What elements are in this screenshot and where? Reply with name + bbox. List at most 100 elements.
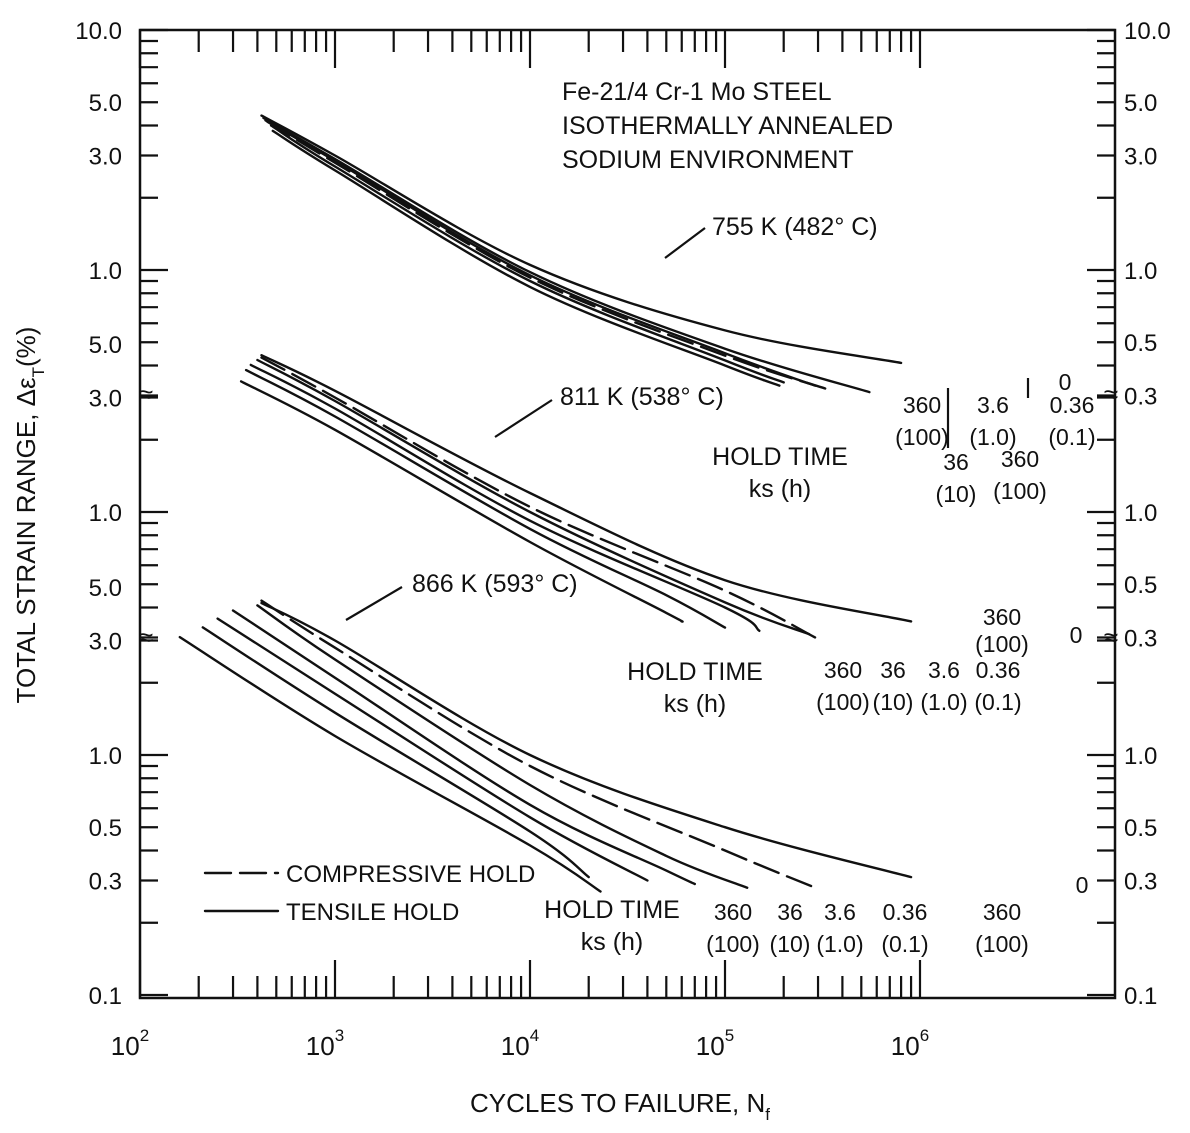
hold-label-value: 360: [824, 657, 862, 683]
axis-break-left: ≈: [139, 622, 153, 652]
y-tick-label-right: 0.5: [1124, 572, 1157, 599]
hold-label-hours: (100): [706, 931, 760, 957]
series-line: [260, 114, 903, 365]
y-tick-label-right: 10.0: [1124, 18, 1171, 45]
axis-ticks: [138, 28, 1115, 998]
temperature-leader: [664, 227, 706, 259]
x-tick-label: 106: [891, 1026, 929, 1061]
hold-label-value: 3.6: [928, 657, 960, 683]
hold-time-title: HOLD TIME: [627, 658, 763, 686]
y-tick-label-left: 3.0: [89, 628, 122, 655]
x-tick-label: 104: [501, 1026, 539, 1061]
y-tick-label-right: 1.0: [1124, 743, 1157, 770]
hold-label-hours: (1.0): [920, 689, 967, 715]
series-line: [271, 129, 781, 387]
y-tick-label-right: 0.5: [1124, 330, 1157, 357]
chart-title: Fe-21/4 Cr-1 Mo STEEL: [562, 78, 832, 106]
hold-label-hours: (0.1): [881, 931, 928, 957]
temperature-label: 866 K (593° C): [412, 570, 578, 598]
series-line: [260, 356, 817, 639]
hold-label-value: 0.36: [1050, 392, 1095, 418]
temperature-leader: [494, 399, 553, 438]
hold-label-value: 0.36: [883, 899, 928, 925]
axis-break-left: ≈: [139, 379, 153, 409]
series-line: [231, 609, 696, 886]
hold-label-value: 0: [1070, 622, 1083, 648]
hold-label-hours: (10): [873, 689, 914, 715]
plot-frame: [138, 28, 1117, 1000]
hold-time-unit: ks (h): [749, 475, 812, 503]
hold-label-hours: (0.1): [974, 689, 1021, 715]
y-tick-label-right: 0.3: [1124, 868, 1157, 895]
y-tick-label-left: 3.0: [89, 385, 122, 412]
y-axis-title: TOTAL STRAIN RANGE, ΔεT(%): [11, 327, 48, 704]
series-line: [178, 635, 602, 893]
hold-label-value: 0: [1059, 369, 1072, 395]
hold-label-value: 3.6: [824, 899, 856, 925]
y-tick-label-left: 10.0: [75, 18, 122, 45]
y-tick-label-left: 5.0: [89, 90, 122, 117]
y-tick-label-right: 5.0: [1124, 90, 1157, 117]
hold-label-hours: (100): [816, 689, 870, 715]
chart-title: ISOTHERMALLY ANNEALED: [562, 112, 893, 140]
series-line: [256, 604, 749, 889]
series-line: [260, 601, 913, 879]
series-line: [260, 599, 817, 889]
hold-label-hours: (10): [770, 931, 811, 957]
hold-time-title: HOLD TIME: [712, 443, 848, 471]
hold-time-title: HOLD TIME: [544, 896, 680, 924]
x-axis-title: CYCLES TO FAILURE, Nf: [470, 1088, 770, 1124]
y-tick-label-left: 5.0: [89, 575, 122, 602]
curves: [178, 114, 913, 893]
axis-break-right: ≈: [1104, 379, 1118, 409]
hold-label-hours: (100): [895, 424, 949, 450]
hold-label-value: 3.6: [977, 392, 1009, 418]
temperature-label: 755 K (482° C): [712, 213, 878, 241]
y-tick-label-right: 3.0: [1124, 143, 1157, 170]
y-tick-label-right: 1.0: [1124, 500, 1157, 527]
hold-label-value: 0: [1076, 872, 1089, 898]
hold-label-hours: (1.0): [969, 424, 1016, 450]
legend-label: COMPRESSIVE HOLD: [286, 861, 535, 888]
y-tick-label-left: 1.0: [89, 258, 122, 285]
hold-label-hours: (100): [975, 631, 1029, 657]
hold-label-value: 360: [1001, 446, 1039, 472]
series-line: [216, 617, 649, 882]
hold-label-value: 36: [777, 899, 803, 925]
labels: 102 103 104 105 106 10.0 5.0 3.0 1.0 10.0 5.0 3.0 1.…: [11, 18, 1171, 1124]
series-line: [201, 626, 590, 879]
hold-label-value: 36: [943, 449, 969, 475]
temperature-leader: [345, 586, 403, 621]
y-tick-label-left: 3.0: [89, 143, 122, 170]
y-tick-label-right: 1.0: [1124, 258, 1157, 285]
hold-label-hours: (1.0): [816, 931, 863, 957]
legend-label: TENSILE HOLD: [286, 899, 459, 926]
x-tick-label: 105: [696, 1026, 734, 1061]
y-tick-label-left: 1.0: [89, 500, 122, 527]
y-tick-label-left: 5.0: [89, 332, 122, 359]
hold-label-value: 360: [983, 899, 1021, 925]
series-line: [260, 354, 913, 623]
series-line: [239, 380, 684, 623]
hold-label-value: 0.36: [976, 657, 1021, 683]
y-tick-label-right: 0.3: [1124, 625, 1157, 652]
series-line: [266, 120, 828, 390]
y-tick-label-left: 1.0: [89, 743, 122, 770]
hold-label-value: 360: [983, 604, 1021, 630]
y-tick-label-right: 0.5: [1124, 815, 1157, 842]
series-line: [269, 124, 785, 384]
hold-time-unit: ks (h): [664, 690, 727, 718]
hold-time-unit: ks (h): [581, 928, 644, 956]
series-line: [262, 116, 871, 394]
y-tick-label-right: 0.1: [1124, 983, 1157, 1010]
series-line: [249, 363, 761, 632]
series-line: [256, 358, 811, 636]
axis-break-right: ≈: [1104, 622, 1118, 652]
y-tick-label-left: 0.3: [89, 868, 122, 895]
y-tick-label-right: 0.3: [1124, 383, 1157, 410]
hold-label-value: 36: [880, 657, 906, 683]
series-line: [244, 368, 727, 629]
hold-label-hours: (0.1): [1048, 424, 1095, 450]
temperature-label: 811 K (538° C): [560, 383, 724, 411]
y-tick-label-left: 0.1: [89, 983, 122, 1010]
